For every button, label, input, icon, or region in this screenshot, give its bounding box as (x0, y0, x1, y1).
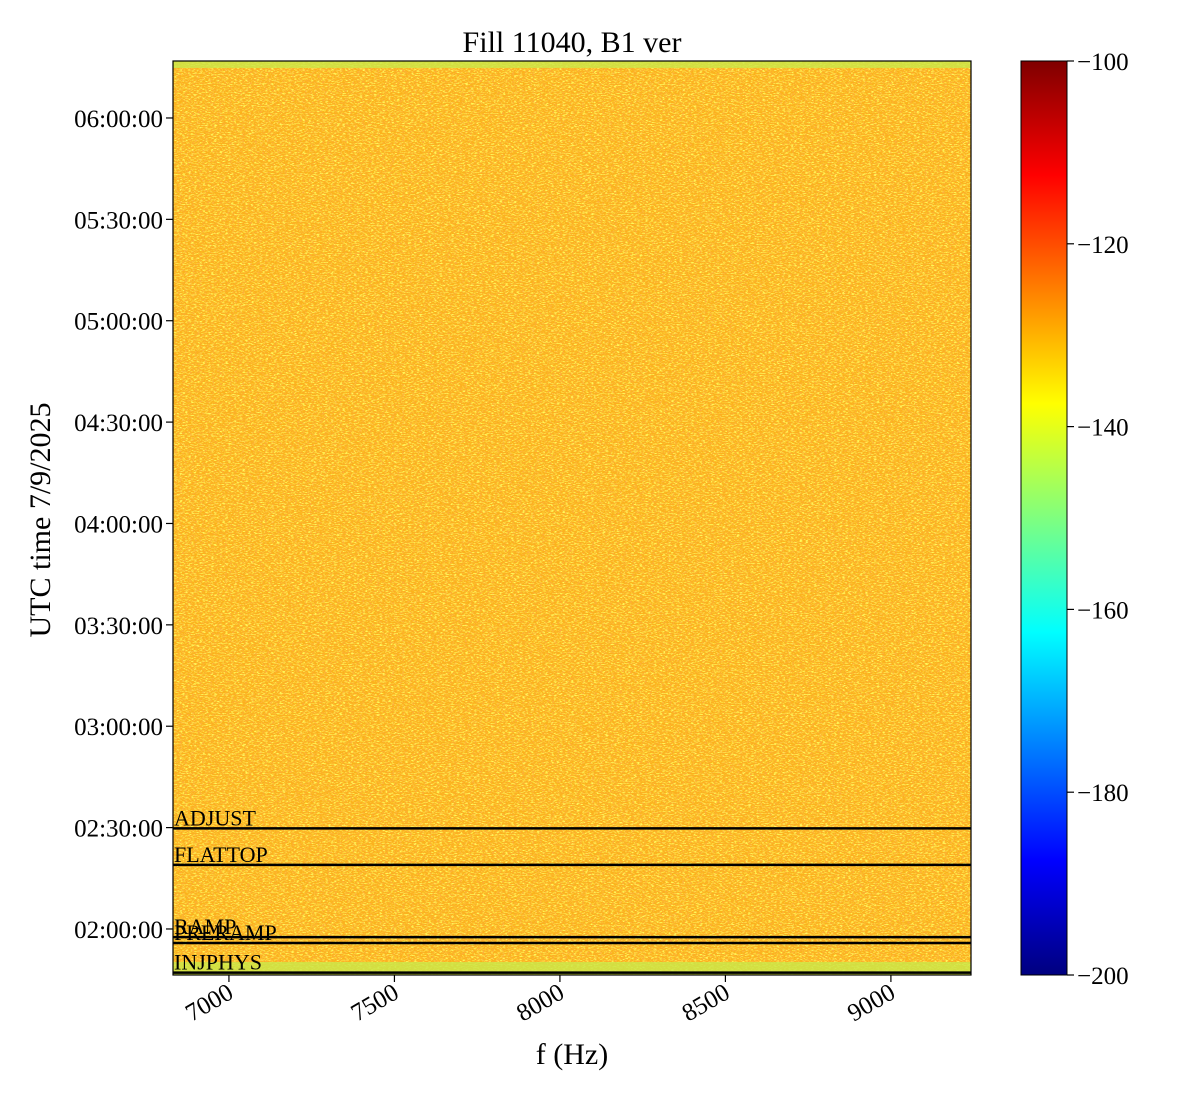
y-tick-label: 05:00:00 (74, 309, 163, 336)
colorbar-tick-label: −100 (1077, 49, 1129, 76)
y-tick-label: 02:00:00 (74, 917, 163, 944)
colorbar-tick-label: −140 (1077, 415, 1129, 442)
annotation-label: INJPHYS (174, 950, 262, 975)
plot-frame (172, 60, 972, 976)
y-tick-label: 05:30:00 (74, 207, 163, 234)
colorbar-tick-label: −200 (1077, 963, 1129, 990)
colorbar-tick-label: −120 (1077, 232, 1129, 259)
annotation-label: ADJUST (174, 805, 256, 830)
colorbar-tick-label: −160 (1077, 597, 1129, 624)
annotation-label: PRERAMP (174, 920, 277, 945)
x-tick-label: 7000 (181, 979, 238, 1027)
y-tick-label: 03:00:00 (74, 714, 163, 741)
y-axis-label: UTC time 7/9/2025 (24, 403, 57, 638)
x-tick-label: 9000 (843, 979, 900, 1027)
plot-area (172, 60, 972, 976)
y-tick-label: 04:30:00 (74, 410, 163, 437)
y-tick-label: 06:00:00 (74, 106, 163, 133)
heatmap-texture (173, 61, 971, 975)
y-tick-label: 02:30:00 (74, 816, 163, 843)
chart-title: Fill 11040, B1 ver (463, 26, 682, 59)
x-tick-label: 8500 (678, 979, 735, 1027)
y-tick-label: 04:00:00 (74, 511, 163, 538)
x-tick-label: 7500 (347, 979, 404, 1027)
x-axis-label: f (Hz) (536, 1038, 608, 1071)
x-tick-label: 8000 (512, 979, 569, 1027)
annotation-label: RAMP (174, 914, 236, 939)
colorbar (1020, 60, 1068, 976)
annotation-label: FLATTOP (174, 842, 268, 867)
y-tick-label: 03:30:00 (74, 613, 163, 640)
heatmap-edge (173, 61, 971, 68)
colorbar-tick-label: −180 (1077, 780, 1129, 807)
